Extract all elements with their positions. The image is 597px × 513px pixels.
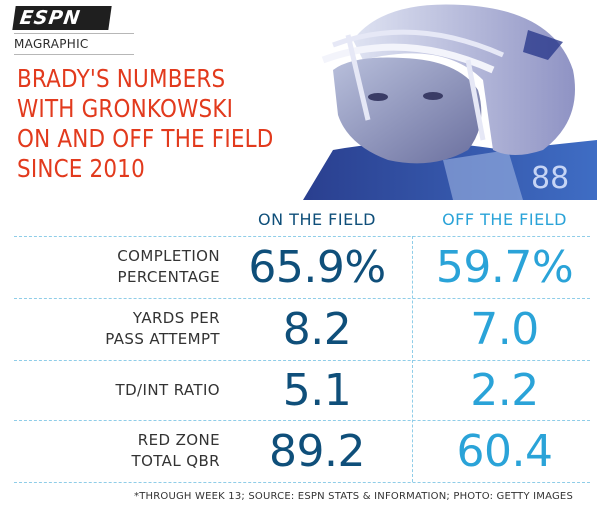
value-on-completion: 65.9% (248, 242, 386, 293)
column-divider (412, 236, 413, 482)
espn-logo: ESPN (12, 6, 112, 30)
row-divider (14, 420, 590, 421)
page-title: BRADY'S NUMBERS WITH GRONKOWSKI ON AND O… (17, 64, 301, 184)
value-on-td-int-ratio: 5.1 (282, 365, 352, 416)
row-label-completion: COMPLETION PERCENTAGE (14, 246, 220, 288)
footnote: *THROUGH WEEK 13; SOURCE: ESPN STATS & I… (134, 491, 573, 502)
row-divider (14, 360, 590, 361)
value-off-red-zone-qbr: 60.4 (456, 426, 553, 477)
row-divider (14, 298, 590, 299)
column-header-on-field: ON THE FIELD (258, 210, 376, 229)
row-label-yards-per-attempt: YARDS PER PASS ATTEMPT (14, 308, 220, 350)
value-on-red-zone-qbr: 89.2 (269, 426, 365, 477)
column-header-off-field: OFF THE FIELD (442, 210, 567, 229)
title-line: ON AND OFF THE FIELD (17, 124, 274, 153)
kicker-rule (14, 54, 134, 55)
row-label-line: RED ZONE (137, 431, 220, 449)
row-label-red-zone-qbr: RED ZONE TOTAL QBR (14, 430, 220, 472)
row-label-line: YARDS PER (132, 309, 220, 327)
jersey-number: 88 (531, 161, 569, 196)
value-on-yards-per-attempt: 8.2 (282, 304, 352, 355)
player-photo-illustration: 88 (303, 4, 597, 200)
row-divider (14, 482, 590, 483)
title-line: BRADY'S NUMBERS (17, 64, 226, 93)
value-off-yards-per-attempt: 7.0 (470, 304, 539, 355)
row-label-line: PERCENTAGE (117, 268, 220, 286)
row-label-line: TOTAL QBR (131, 452, 220, 470)
kicker-label: MAGRAPHIC (14, 37, 89, 51)
value-off-td-int-ratio: 2.2 (470, 365, 539, 416)
row-divider (14, 236, 590, 237)
player-photo: 88 (293, 0, 597, 200)
title-line: SINCE 2010 (17, 154, 145, 183)
value-off-completion: 59.7% (435, 242, 574, 293)
row-label-line: PASS ATTEMPT (105, 330, 220, 348)
row-label-td-int-ratio: TD/INT RATIO (14, 380, 220, 401)
title-line: WITH GRONKOWSKI (17, 94, 234, 123)
row-label-line: COMPLETION (117, 247, 220, 265)
header-rule (14, 33, 134, 34)
row-label-line: TD/INT RATIO (115, 381, 220, 399)
